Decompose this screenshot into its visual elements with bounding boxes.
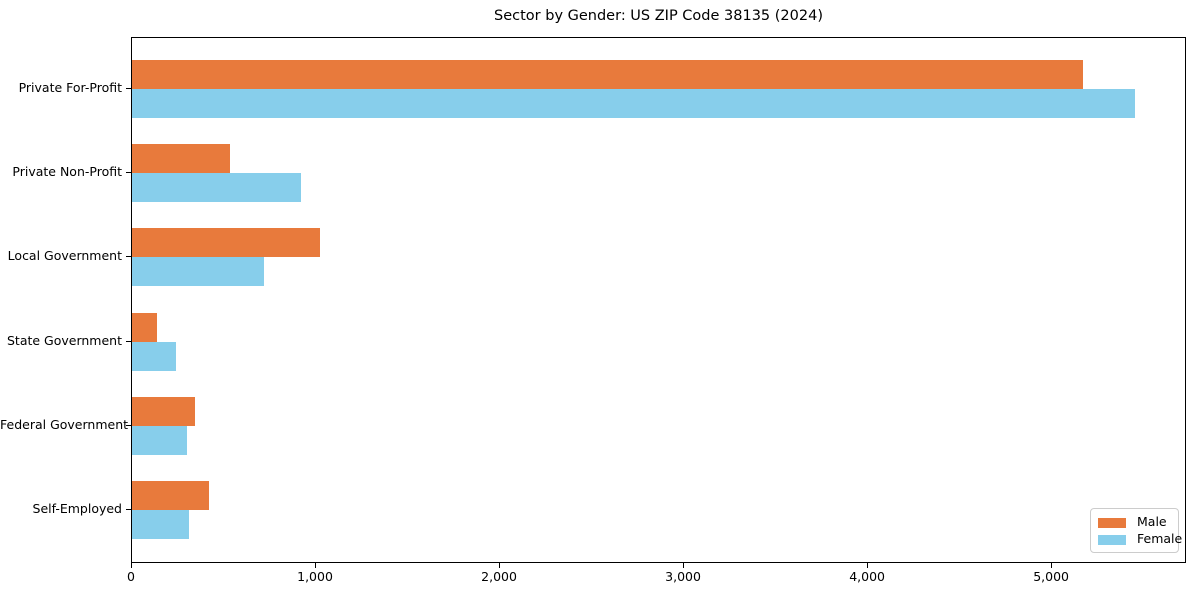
y-axis-label-state-government: State Government: [6, 332, 122, 348]
x-axis-tick-label: 4,000: [849, 569, 885, 584]
x-axis-tick-label: 0: [127, 569, 135, 584]
y-axis-tick: [126, 256, 131, 258]
x-axis-tick: [315, 563, 317, 568]
bar-male-private-non-profit: [132, 144, 230, 174]
legend-label-male: Male: [1137, 514, 1167, 530]
x-axis-tick: [1051, 563, 1053, 568]
x-axis-tick-label: 3,000: [665, 569, 701, 584]
y-axis-label-private-non-profit: Private Non-Profit: [12, 163, 122, 179]
bar-female-local-government: [132, 257, 264, 287]
legend-swatch-male: [1098, 517, 1126, 528]
x-axis-tick: [499, 563, 501, 568]
y-axis-label-federal-government: Federal Government: [0, 416, 129, 432]
bar-female-federal-government: [132, 425, 187, 455]
bar-male-self-employed: [132, 481, 209, 510]
x-axis-tick: [131, 563, 132, 568]
x-axis-tick: [683, 563, 685, 568]
bar-male-state-government: [132, 312, 157, 342]
y-axis-tick: [126, 509, 131, 510]
y-axis-tick: [126, 340, 131, 342]
bar-female-private-for-profit: [132, 89, 1135, 118]
chart-title: Sector by Gender: US ZIP Code 38135 (202…: [494, 8, 823, 24]
x-axis-tick-label: 2,000: [481, 569, 517, 584]
bar-female-self-employed: [132, 510, 189, 539]
y-axis-tick: [126, 172, 131, 174]
legend-label-female: Female: [1137, 531, 1183, 547]
x-axis-tick-label: 5,000: [1033, 569, 1070, 584]
legend-swatch-female: [1098, 534, 1126, 545]
y-axis-label-self-employed: Self-Employed: [32, 500, 122, 516]
y-axis-label-local-government: Local Government: [7, 248, 122, 264]
bar-female-state-government: [132, 341, 176, 371]
bar-male-private-for-profit: [132, 60, 1083, 89]
y-axis-tick: [126, 88, 131, 89]
x-axis-tick: [867, 563, 869, 568]
bar-female-private-non-profit: [132, 173, 301, 203]
bar-male-federal-government: [132, 396, 195, 426]
legend: Male Female: [1090, 508, 1182, 553]
plot-area: [131, 37, 1186, 563]
legend-item-female: Female: [1098, 533, 1182, 546]
y-axis-tick: [126, 424, 131, 426]
y-axis-label-private-for-profit: Private For-Profit: [18, 79, 122, 95]
legend-item-male: Male: [1098, 516, 1170, 529]
x-axis-tick-label: 1,000: [297, 569, 333, 584]
bar-male-local-government: [132, 228, 320, 258]
